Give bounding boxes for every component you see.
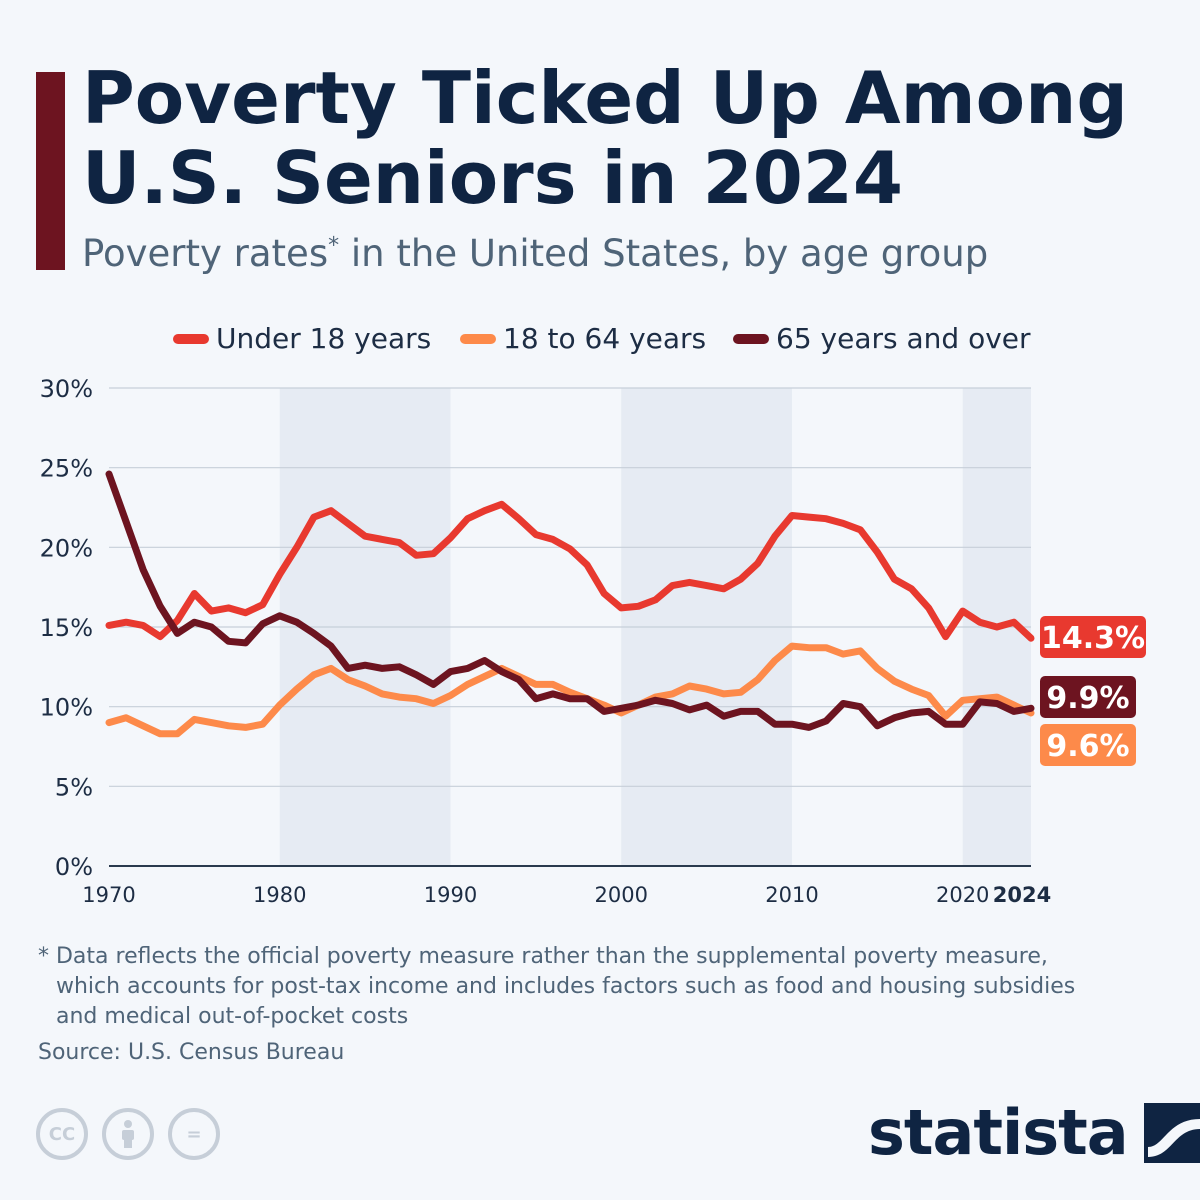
- attribution-person-icon[interactable]: [102, 1108, 154, 1160]
- end-label-box: [1040, 724, 1136, 766]
- footnote: * Data reflects the official poverty mea…: [38, 942, 1158, 1032]
- subtitle-rest: in the United States, by age group: [339, 232, 989, 275]
- x-tick-label: 2000: [594, 883, 647, 907]
- title-accent-bar: [36, 72, 65, 270]
- legend-label: 18 to 64 years: [503, 322, 706, 355]
- series-lines: [105, 470, 1035, 738]
- source-text: Source: U.S. Census Bureau: [38, 1040, 345, 1065]
- end-value-labels: 14.3% 9.6% 9.9%: [1040, 616, 1146, 766]
- subtitle-main: Poverty rates: [82, 232, 329, 275]
- y-tick-label: 30%: [40, 375, 93, 403]
- y-tick-label: 5%: [55, 773, 93, 801]
- end-label-text: 9.9%: [1046, 681, 1129, 716]
- series-line-2: [105, 470, 1035, 731]
- series-line-0: [105, 500, 1035, 642]
- legend-label: 65 years and over: [776, 322, 1031, 355]
- series-line-1: [105, 642, 1035, 738]
- y-tick-label: 0%: [55, 853, 93, 881]
- x-tick-label: 1990: [424, 883, 477, 907]
- y-tick-label: 15%: [40, 614, 93, 642]
- footnote-line-1: * Data reflects the official poverty mea…: [38, 944, 1048, 969]
- x-tick-label: 1980: [253, 883, 306, 907]
- chart-subtitle: Poverty rates* in the United States, by …: [82, 232, 988, 275]
- footnote-line-3: and medical out-of-pocket costs: [56, 1004, 409, 1029]
- end-label-box: [1040, 676, 1136, 718]
- statista-logo[interactable]: statista: [868, 1096, 1200, 1169]
- subtitle-asterisk: *: [328, 233, 340, 259]
- nd-icon-label: =: [186, 1123, 202, 1145]
- y-tick-label: 25%: [40, 455, 93, 483]
- no-derivatives-icon[interactable]: =: [168, 1108, 220, 1160]
- y-axis-labels: 0% 5% 10% 15% 20% 25% 30%: [40, 375, 93, 881]
- cc-icon-label: CC: [48, 1123, 76, 1145]
- license-icons: CC =: [36, 1108, 220, 1160]
- gridlines: [109, 387, 1031, 867]
- logo-text: statista: [868, 1096, 1129, 1169]
- x-tick-label: 2024: [993, 883, 1051, 907]
- y-tick-label: 20%: [40, 534, 93, 562]
- chart-title: Poverty Ticked Up Among U.S. Seniors in …: [82, 56, 1128, 220]
- x-tick-label: 1970: [82, 883, 135, 907]
- legend-label: Under 18 years: [216, 322, 431, 355]
- footnote-line-2: which accounts for post-tax income and i…: [56, 974, 1076, 999]
- cc-icon[interactable]: CC: [36, 1108, 88, 1160]
- line-chart: 0% 5% 10% 15% 20% 25% 30% 1970 1980 1990 2000 2010…: [40, 322, 1146, 907]
- person-glyph: [122, 1120, 134, 1148]
- end-label-text: 14.3%: [1041, 621, 1145, 656]
- statista-wave-icon: [1143, 1102, 1200, 1163]
- x-tick-label: 2010: [765, 883, 818, 907]
- end-label-box: [1040, 616, 1146, 658]
- x-tick-label: 2020: [936, 883, 989, 907]
- end-label-text: 9.6%: [1046, 729, 1129, 764]
- legend: Under 18 years 18 to 64 years 65 years and…: [173, 322, 1031, 355]
- y-tick-label: 10%: [40, 694, 93, 722]
- x-axis-labels: 1970 1980 1990 2000 2010 2020 2024: [82, 883, 1051, 907]
